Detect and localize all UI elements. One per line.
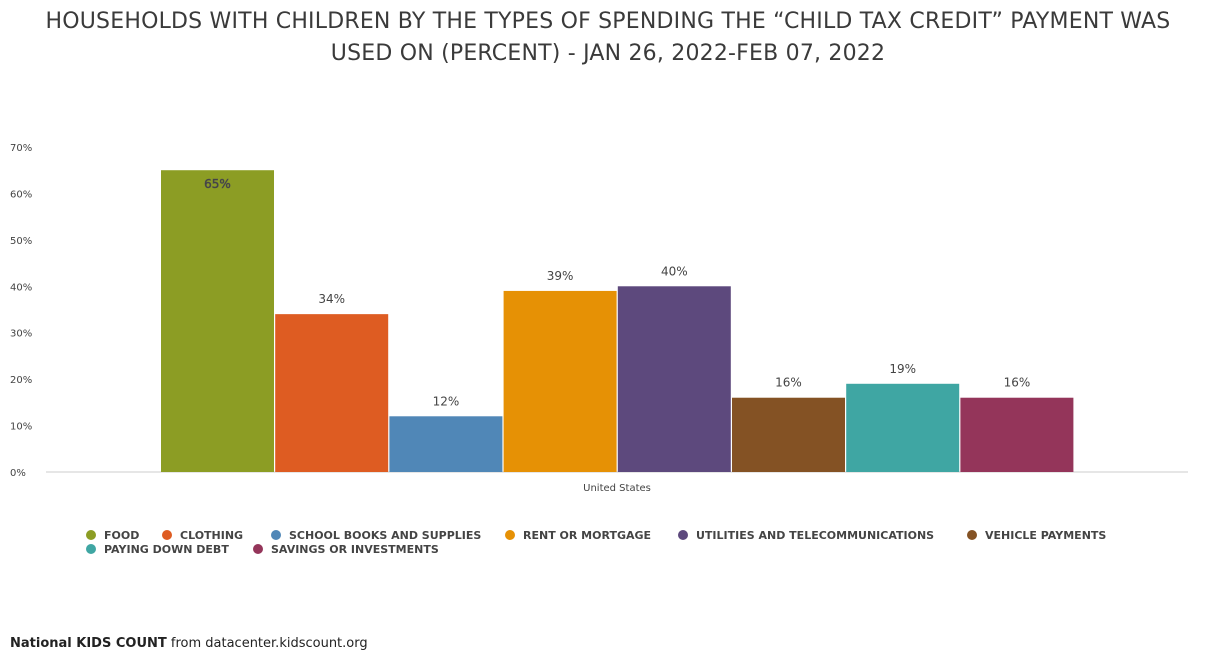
legend-label: VEHICLE PAYMENTS: [985, 529, 1107, 542]
legend-swatch: [271, 530, 281, 540]
legend-item-food[interactable]: FOOD: [86, 529, 139, 543]
bar-rent-or-mortgage[interactable]: [503, 290, 617, 472]
legend-item-clothing[interactable]: CLOTHING: [162, 529, 243, 543]
bar-chart: 0% 10% 20% 30% 40% 50% 60% 70% 65% 34% 12% 39% 40% 1…: [10, 143, 1188, 494]
legend-item-rent-or-mortgage[interactable]: RENT OR MORTGAGE: [505, 529, 651, 543]
legend-item-savings-or-investments[interactable]: SAVINGS OR INVESTMENTS: [253, 543, 439, 557]
legend-label: SCHOOL BOOKS AND SUPPLIES: [289, 529, 482, 542]
legend-label: PAYING DOWN DEBT: [104, 543, 229, 556]
chart-title-line-2: USED ON (PERCENT) - JAN 26, 2022-FEB 07,…: [330, 41, 886, 66]
y-tick-label: 0%: [10, 468, 26, 479]
legend-label: RENT OR MORTGAGE: [523, 529, 652, 542]
data-label: 19%: [889, 362, 916, 376]
legend-swatch: [967, 530, 977, 540]
y-tick-label: 20%: [10, 375, 32, 386]
legend-item-school-books-and-supplies[interactable]: SCHOOL BOOKS AND SUPPLIES: [271, 529, 481, 543]
legend-swatch: [86, 544, 96, 554]
bar-clothing[interactable]: [275, 314, 389, 472]
y-tick-label: 40%: [10, 282, 32, 293]
bar-vehicle-payments[interactable]: [732, 397, 845, 472]
chart-title-line-1: HOUSEHOLDS WITH CHILDREN BY THE TYPES OF…: [45, 9, 1171, 34]
data-label: 40%: [661, 264, 688, 278]
legend-swatch: [505, 530, 515, 540]
legend-item-utilities-and-telecommunications[interactable]: UTILITIES AND TELECOMMUNICATIONS: [678, 529, 934, 543]
y-tick-label: 70%: [10, 143, 32, 154]
data-label: 16%: [775, 376, 802, 390]
footer: National KIDS COUNT from datacenter.kids…: [10, 636, 368, 651]
legend-item-vehicle-payments[interactable]: VEHICLE PAYMENTS: [967, 529, 1106, 543]
bar-food[interactable]: [161, 170, 274, 472]
y-tick-label: 10%: [10, 422, 32, 433]
legend-swatch: [678, 530, 688, 540]
bar-savings-or-investments[interactable]: [960, 397, 1074, 472]
y-tick-label: 50%: [10, 236, 32, 247]
bar-paying-down-debt[interactable]: [846, 383, 960, 472]
chart-title: HOUSEHOLDS WITH CHILDREN BY THE TYPES OF…: [0, 6, 1216, 70]
x-category-label: United States: [583, 483, 651, 494]
data-label: 16%: [1004, 376, 1031, 390]
y-tick-label: 30%: [10, 329, 32, 340]
legend-swatch: [86, 530, 96, 540]
footer-brand: National KIDS COUNT: [10, 636, 167, 651]
data-label: 65%: [204, 177, 231, 191]
data-label: 39%: [547, 269, 574, 283]
data-label: 34%: [318, 292, 345, 306]
legend-label: CLOTHING: [180, 529, 244, 542]
legend-label: SAVINGS OR INVESTMENTS: [271, 543, 439, 556]
bar-school-books-and-supplies[interactable]: [389, 416, 503, 472]
legend-swatch: [253, 544, 263, 554]
y-axis: 0% 10% 20% 30% 40% 50% 60% 70%: [10, 143, 32, 479]
legend-item-paying-down-debt[interactable]: PAYING DOWN DEBT: [86, 543, 229, 557]
legend-label: UTILITIES AND TELECOMMUNICATIONS: [696, 529, 935, 542]
y-tick-label: 60%: [10, 189, 32, 200]
bars: [161, 170, 1074, 472]
data-labels: 65% 34% 12% 39% 40% 16% 19% 16%: [204, 177, 1030, 408]
legend-label: FOOD: [104, 529, 140, 542]
data-label: 12%: [433, 394, 460, 408]
legend-swatch: [162, 530, 172, 540]
footer-source: from datacenter.kidscount.org: [166, 636, 368, 651]
bar-utilities-and-telecommunications[interactable]: [617, 286, 731, 472]
